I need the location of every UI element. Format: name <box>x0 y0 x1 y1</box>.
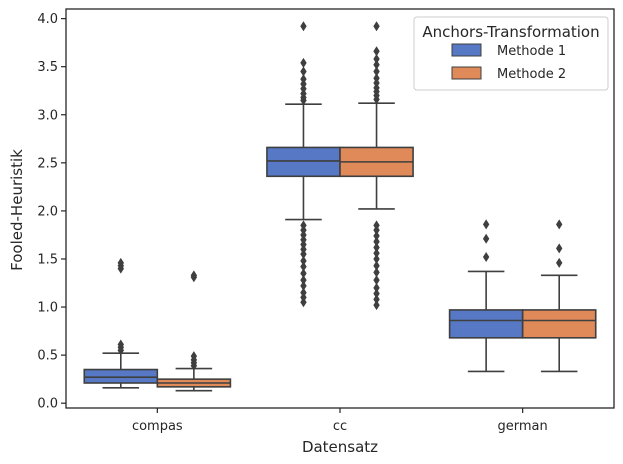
outlier-point <box>300 261 307 272</box>
outlier-point <box>373 59 380 70</box>
legend-entry-methode-1: Methode 1 <box>497 44 566 59</box>
y-tick-label: 1.5 <box>37 252 58 267</box>
outlier-point <box>373 242 380 253</box>
outlier-point <box>190 270 198 281</box>
box-group <box>266 21 341 308</box>
outlier-point <box>373 282 380 293</box>
y-tick-label: 0.5 <box>37 349 58 364</box>
outlier-point <box>373 248 380 259</box>
x-tick-label: cc <box>333 419 347 434</box>
outlier-point <box>373 236 380 247</box>
y-tick-label: 2.5 <box>37 156 58 171</box>
outlier-point <box>373 230 380 241</box>
outlier-point <box>482 252 490 263</box>
x-tick-label: german <box>498 419 548 434</box>
legend-swatch-methode-2 <box>451 66 482 80</box>
outlier-point <box>373 46 380 57</box>
outlier-point <box>373 53 380 64</box>
outlier-point <box>373 73 380 84</box>
y-tick-label: 0.0 <box>37 397 58 412</box>
y-tick-label: 4.0 <box>37 12 58 27</box>
outlier-point <box>556 257 563 268</box>
outlier-point <box>300 57 307 68</box>
box-group <box>83 257 159 389</box>
outlier-point <box>373 275 380 286</box>
legend-swatch-methode-1 <box>451 43 482 57</box>
outlier-point <box>300 255 307 266</box>
outlier-point <box>556 243 563 254</box>
outlier-point <box>117 257 124 268</box>
y-axis-label: Fooled-Heuristik <box>8 149 26 271</box>
axes: 0.0 0.5 1.0 1.5 2.0 2.5 3.0 3.5 4.0 compas cc germa… <box>37 8 615 434</box>
y-tick-label: 2.0 <box>37 204 58 219</box>
outlier-point <box>190 351 198 362</box>
box-body <box>266 146 341 178</box>
box-group <box>448 219 524 373</box>
outlier-point <box>300 268 307 279</box>
legend-title: Anchors-Transformation <box>422 23 599 41</box>
outlier-point <box>482 233 490 244</box>
outlier-point <box>300 220 307 231</box>
outlier-point <box>300 280 307 291</box>
box-body <box>83 368 159 384</box>
x-tick-label: compas <box>132 419 183 434</box>
outlier-point <box>556 219 563 230</box>
y-tick-label: 1.0 <box>37 301 58 316</box>
outlier-point <box>300 21 307 32</box>
box-body <box>521 309 597 339</box>
box-body <box>448 309 524 339</box>
y-tick-label: 3.0 <box>37 108 58 123</box>
outlier-point <box>300 287 307 298</box>
outlier-point <box>373 220 380 231</box>
outlier-point <box>482 219 490 230</box>
legend-entry-methode-2: Methode 2 <box>497 67 566 82</box>
legend: Anchors-Transformation Methode 1 Methode… <box>413 16 609 91</box>
outlier-point <box>373 300 380 311</box>
outlier-point <box>373 288 380 299</box>
y-tick-label: 3.5 <box>37 60 58 75</box>
box-group <box>339 21 414 311</box>
outlier-point <box>373 267 380 278</box>
box-group <box>156 270 232 392</box>
outlier-point <box>373 66 380 77</box>
outlier-point <box>117 339 124 350</box>
outlier-point <box>300 275 307 286</box>
plot-area <box>83 21 597 392</box>
x-axis-label: Datensatz <box>302 438 378 456</box>
outlier-point <box>300 66 307 77</box>
outlier-point <box>373 253 380 264</box>
box-group <box>521 219 597 373</box>
outlier-point <box>373 294 380 305</box>
outlier-point <box>373 260 380 271</box>
outlier-point <box>373 21 380 32</box>
outlier-point <box>300 74 307 85</box>
